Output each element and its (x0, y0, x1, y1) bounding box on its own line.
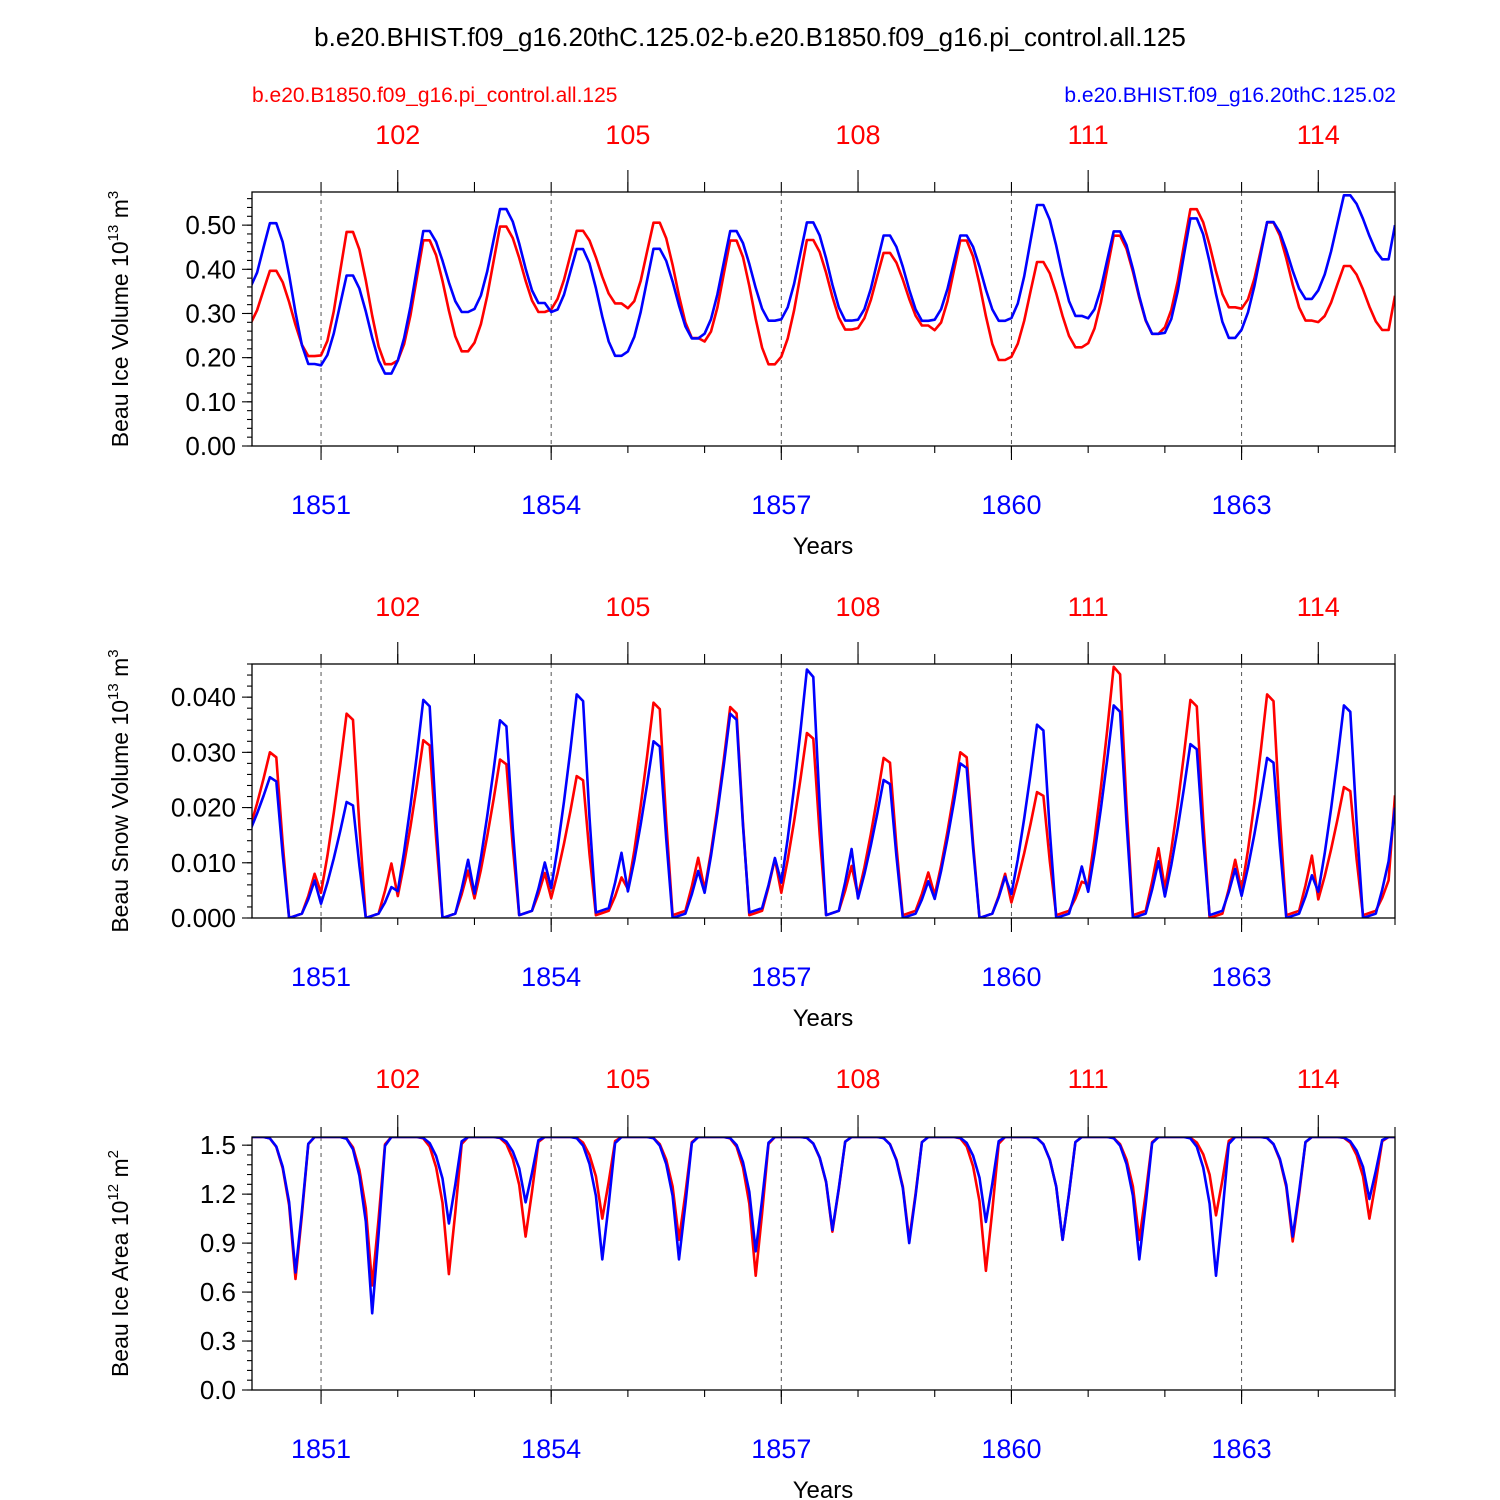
x-axis-title: Years (793, 1005, 854, 1032)
x-tick-label-bottom: 1860 (981, 1434, 1041, 1464)
panel-3: 0.0 0.3 0.6 0.9 1.2 1.5 1851 1854 1857 1860 1863 10… (105, 1064, 1396, 1500)
y-tick-label: 0.50 (185, 210, 236, 240)
y-axis-title: Beau Snow Volume 1013 m3 (105, 649, 133, 932)
x-axis-title: Years (793, 533, 854, 560)
x-tick-label-bottom: 1854 (521, 962, 581, 992)
series-line-bhist (252, 194, 1395, 375)
legend-label-control: b.e20.B1850.f09_g16.pi_control.all.125 (252, 84, 617, 107)
plot-frame (251, 191, 1396, 447)
x-tick-label-bottom: 1851 (291, 962, 351, 992)
y-tick-label: 1.2 (200, 1179, 236, 1209)
x-tick-label-bottom: 1851 (291, 490, 351, 520)
panel-1: 0.00 0.10 0.20 0.30 0.40 0.50 1851 1854 1857 1860… (105, 120, 1396, 560)
x-tick-label-top: 111 (1068, 1064, 1109, 1094)
y-tick-label: 0.000 (171, 903, 236, 933)
x-tick-label-bottom: 1863 (1212, 490, 1272, 520)
x-tick-label-top: 108 (835, 120, 880, 150)
x-tick-label-top: 114 (1297, 1064, 1340, 1094)
series-line-control (252, 207, 1395, 366)
x-tick-label-top: 111 (1068, 592, 1109, 622)
x-tick-label-top: 108 (835, 1064, 880, 1094)
y-tick-label: 0.40 (185, 254, 236, 284)
y-tick-label: 0.00 (185, 431, 236, 461)
y-tick-label: 0.040 (171, 682, 236, 712)
y-tick-label: 0.020 (171, 793, 236, 823)
y-tick-label: 1.5 (200, 1130, 236, 1160)
x-tick-label-top: 114 (1297, 120, 1340, 150)
x-tick-label-top: 105 (605, 592, 650, 622)
x-tick-label-top: 102 (375, 1064, 420, 1094)
series-line-bhist (252, 1137, 1395, 1315)
x-tick-label-top: 108 (835, 592, 880, 622)
y-tick-label: 0.30 (185, 298, 236, 328)
y-tick-label: 0.20 (185, 343, 236, 373)
y-tick-label: 0.030 (171, 737, 236, 767)
x-tick-label-bottom: 1863 (1212, 1434, 1272, 1464)
x-axis-title: Years (793, 1477, 854, 1500)
panels-group: 0.00 0.10 0.20 0.30 0.40 0.50 1851 1854 1857 1860… (105, 120, 1396, 1500)
x-tick-label-bottom: 1854 (521, 490, 581, 520)
y-tick-label: 0.6 (200, 1277, 236, 1307)
y-tick-label: 0.3 (200, 1326, 236, 1356)
panel-2: 0.000 0.010 0.020 0.030 0.040 1851 1854 1857 186… (105, 592, 1396, 1032)
x-tick-label-top: 105 (605, 120, 650, 150)
y-axis-title: Beau Ice Volume 1013 m3 (105, 191, 133, 447)
y-tick-label: 0.0 (200, 1375, 236, 1405)
y-axis-title: Beau Ice Area 1012 m2 (105, 1150, 133, 1377)
x-tick-label-top: 105 (605, 1064, 650, 1094)
plot-frame (251, 663, 1396, 919)
x-tick-label-bottom: 1851 (291, 1434, 351, 1464)
legend-label-bhist: b.e20.BHIST.f09_g16.20thC.125.02 (1064, 84, 1396, 107)
y-tick-label: 0.010 (171, 848, 236, 878)
x-tick-label-bottom: 1863 (1212, 962, 1272, 992)
x-tick-label-bottom: 1860 (981, 962, 1041, 992)
y-tick-label: 0.9 (200, 1228, 236, 1258)
x-tick-label-bottom: 1857 (751, 490, 811, 520)
x-tick-label-bottom: 1854 (521, 1434, 581, 1464)
plot-frame (251, 1136, 1396, 1391)
figure-title: b.e20.BHIST.f09_g16.20thC.125.02-b.e20.B… (314, 22, 1186, 52)
x-tick-label-top: 114 (1297, 592, 1340, 622)
x-tick-label-bottom: 1860 (981, 490, 1041, 520)
x-tick-label-top: 102 (375, 592, 420, 622)
x-tick-label-bottom: 1857 (751, 962, 811, 992)
x-tick-label-top: 102 (375, 120, 420, 150)
x-tick-label-bottom: 1857 (751, 1434, 811, 1464)
x-tick-label-top: 111 (1068, 120, 1109, 150)
series-line-bhist (252, 668, 1395, 918)
y-tick-label: 0.10 (185, 387, 236, 417)
